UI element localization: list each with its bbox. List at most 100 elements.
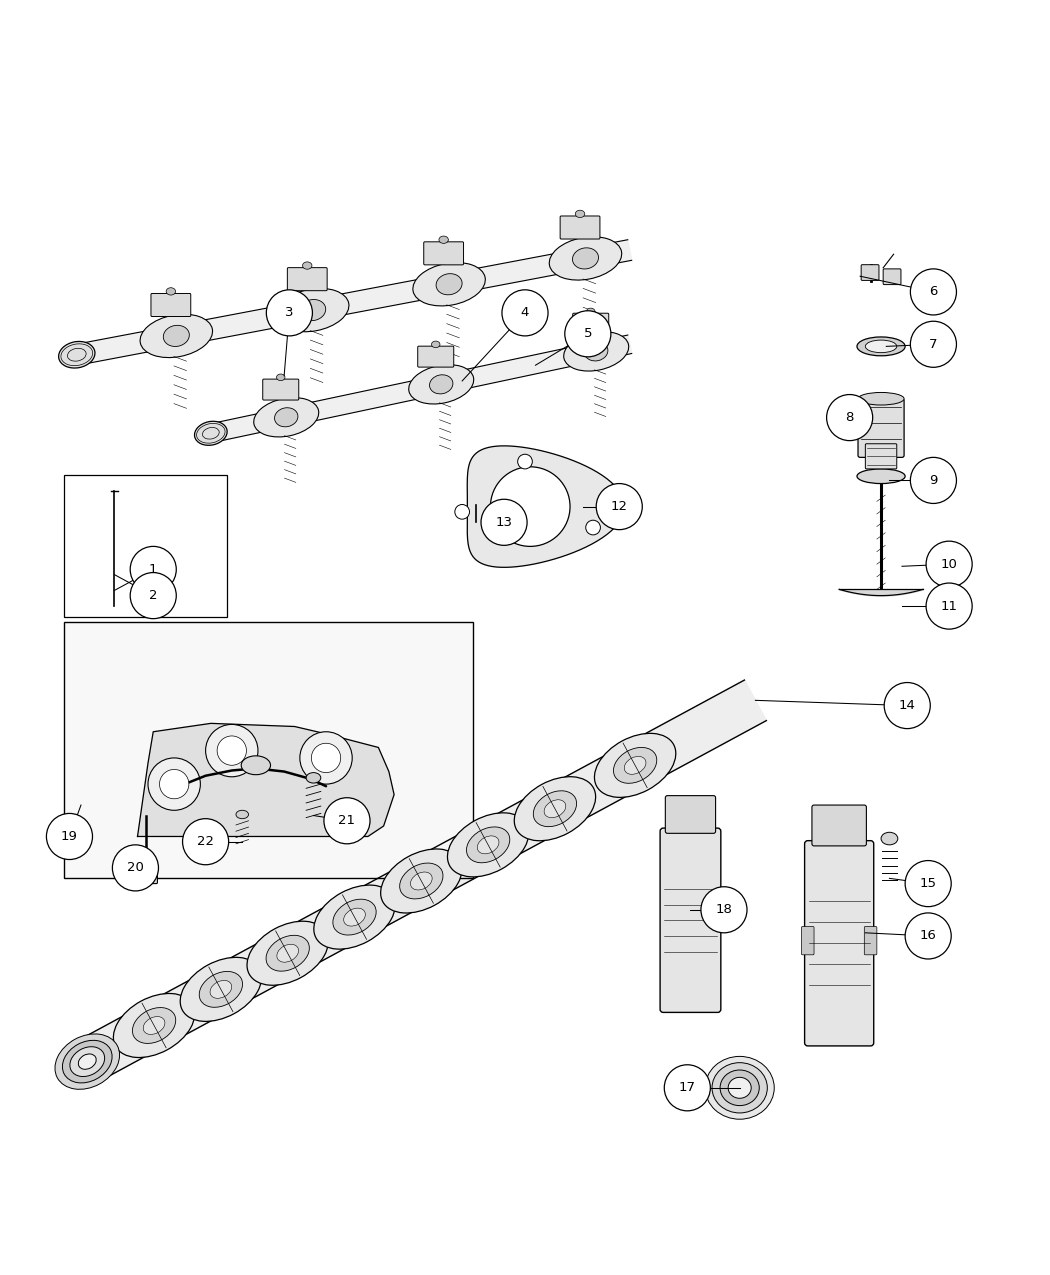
Ellipse shape [247,922,329,986]
Ellipse shape [276,374,285,381]
Circle shape [112,845,159,891]
Polygon shape [209,335,632,442]
Text: 8: 8 [845,411,854,425]
Circle shape [455,505,469,519]
Ellipse shape [587,309,595,315]
Ellipse shape [400,863,443,899]
Circle shape [905,913,951,959]
FancyBboxPatch shape [262,379,299,400]
Text: 4: 4 [521,306,529,319]
Ellipse shape [544,799,566,817]
Circle shape [481,500,527,546]
Ellipse shape [381,849,462,913]
Ellipse shape [533,790,576,826]
Circle shape [586,520,601,536]
Text: 17: 17 [678,1081,696,1094]
Ellipse shape [857,469,905,483]
Circle shape [596,483,643,529]
Ellipse shape [408,365,474,404]
Ellipse shape [302,261,312,269]
Ellipse shape [436,274,462,295]
FancyBboxPatch shape [572,314,609,334]
Circle shape [183,819,229,864]
Ellipse shape [299,300,326,320]
Circle shape [46,813,92,859]
Ellipse shape [881,833,898,845]
Bar [64,476,227,617]
Ellipse shape [585,342,608,361]
Text: 18: 18 [715,903,733,917]
Circle shape [910,269,957,315]
Ellipse shape [625,756,646,774]
Ellipse shape [572,247,598,269]
Circle shape [905,861,951,907]
FancyBboxPatch shape [418,347,454,367]
Circle shape [130,547,176,593]
Circle shape [217,736,247,765]
Text: 9: 9 [929,474,938,487]
Polygon shape [75,240,632,365]
Ellipse shape [466,827,510,863]
Ellipse shape [200,972,243,1007]
Ellipse shape [194,421,227,445]
Ellipse shape [314,885,395,949]
Polygon shape [467,446,625,567]
Circle shape [206,724,258,776]
FancyBboxPatch shape [560,215,600,238]
FancyBboxPatch shape [666,796,716,834]
Text: 14: 14 [899,699,916,711]
Text: 11: 11 [941,599,958,612]
FancyBboxPatch shape [861,265,879,280]
Circle shape [160,769,189,798]
FancyBboxPatch shape [134,863,158,884]
FancyBboxPatch shape [151,293,191,316]
Ellipse shape [277,945,298,963]
Ellipse shape [429,375,453,394]
Ellipse shape [432,342,440,348]
Circle shape [267,289,313,335]
Text: 6: 6 [929,286,938,298]
Ellipse shape [594,733,676,797]
Text: 21: 21 [338,815,356,827]
Ellipse shape [164,325,189,347]
Ellipse shape [564,332,629,371]
Ellipse shape [549,237,622,280]
Ellipse shape [242,756,271,775]
Text: 5: 5 [584,328,592,340]
Ellipse shape [675,886,707,933]
Ellipse shape [575,210,585,218]
Ellipse shape [254,398,319,437]
Ellipse shape [706,1057,774,1119]
Ellipse shape [857,337,905,356]
FancyBboxPatch shape [883,269,901,284]
FancyBboxPatch shape [804,840,874,1046]
Ellipse shape [413,263,485,306]
Circle shape [148,757,201,811]
Ellipse shape [712,1062,768,1113]
Circle shape [130,572,176,618]
Ellipse shape [514,776,595,840]
Ellipse shape [70,1047,105,1076]
Ellipse shape [333,899,376,935]
Ellipse shape [236,811,249,819]
Ellipse shape [62,1040,112,1082]
Circle shape [518,454,532,469]
Ellipse shape [478,836,499,854]
Ellipse shape [276,288,349,332]
Ellipse shape [79,1054,97,1070]
Ellipse shape [181,958,261,1021]
FancyBboxPatch shape [865,444,897,469]
Ellipse shape [274,408,298,427]
Text: 2: 2 [149,589,158,602]
Ellipse shape [113,993,194,1057]
Circle shape [312,743,340,773]
Ellipse shape [266,936,310,972]
Ellipse shape [439,236,448,244]
Ellipse shape [343,908,365,926]
Circle shape [490,467,570,547]
FancyBboxPatch shape [812,805,866,845]
Text: 7: 7 [929,338,938,351]
Circle shape [884,682,930,728]
Ellipse shape [679,892,702,927]
Circle shape [565,311,611,357]
